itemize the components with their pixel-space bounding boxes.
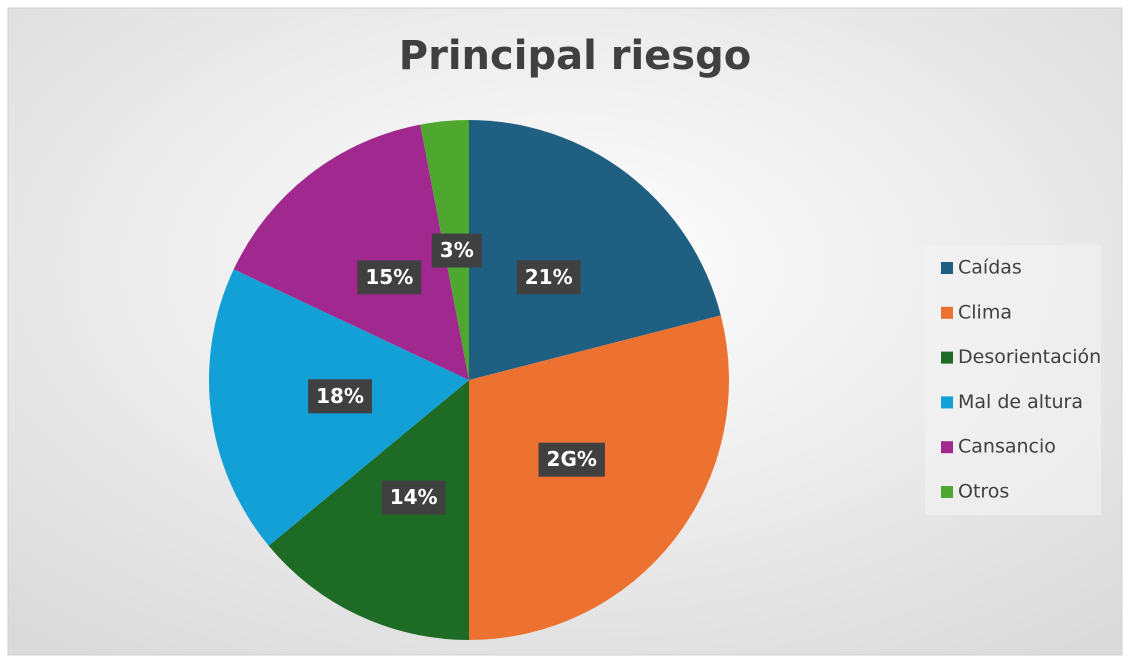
legend-label: Cansancio [958, 436, 1056, 458]
legend-label: Clima [958, 301, 1012, 323]
data-label: 14% [390, 485, 438, 509]
pie-slice [469, 315, 729, 640]
legend-swatch [941, 306, 953, 319]
data-label: 18% [316, 384, 364, 408]
legend-label: Desorientación [958, 346, 1101, 368]
data-label-box [538, 442, 605, 477]
pie-slice [233, 124, 469, 380]
data-label-box [516, 260, 581, 295]
pie-slice [268, 380, 469, 640]
data-label: 2G% [547, 447, 597, 471]
legend-label: Mal de altura [958, 391, 1083, 413]
legend-swatch [941, 351, 953, 364]
legend-label: Otros [958, 481, 1009, 503]
data-label: 15% [365, 265, 413, 289]
data-label-box [308, 379, 372, 414]
data-label-box [431, 233, 482, 268]
legend-swatch [941, 396, 953, 409]
legend-box [925, 245, 1101, 515]
legend-label: Caídas [958, 257, 1022, 279]
data-label: 3% [440, 238, 474, 262]
pie-slice [469, 120, 721, 380]
chart-title: Principal riesgo [399, 33, 751, 79]
data-label-box [357, 260, 422, 295]
legend-swatch [941, 486, 953, 498]
legend-swatch [941, 441, 953, 454]
data-label: 21% [525, 265, 573, 289]
data-label-box [381, 480, 446, 515]
legend-swatch [941, 262, 953, 274]
